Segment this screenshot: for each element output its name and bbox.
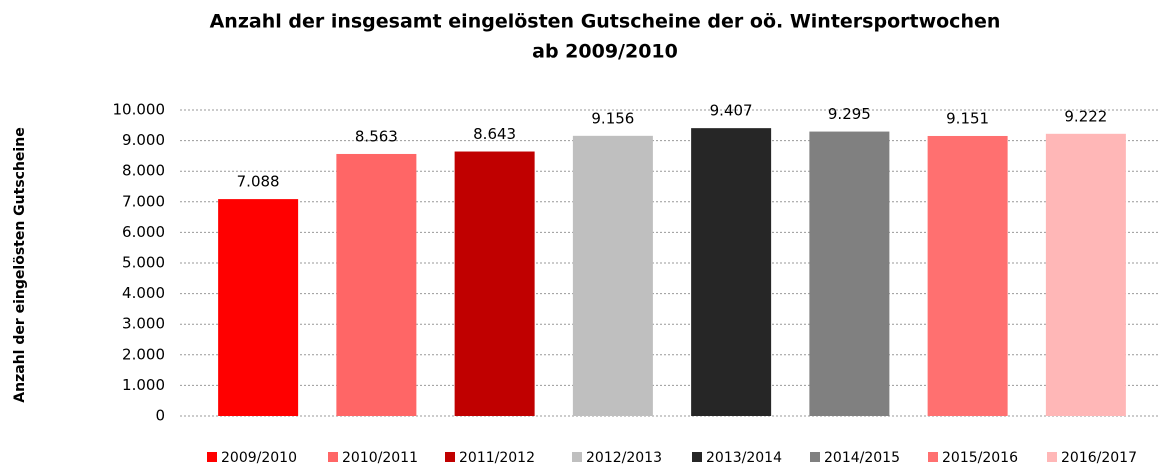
- data-label: 9.156: [591, 109, 634, 127]
- legend-swatch: [445, 452, 455, 462]
- bar: [572, 135, 653, 416]
- legend-swatch: [928, 452, 938, 462]
- bar: [454, 151, 535, 416]
- legend-label: 2012/2013: [586, 450, 662, 466]
- y-tick-label: 9.000: [122, 131, 165, 149]
- bar: [218, 199, 299, 416]
- y-tick-label: 1.000: [122, 376, 165, 394]
- y-tick-label: 0: [155, 407, 165, 425]
- legend-swatch: [572, 452, 582, 462]
- y-tick-label: 4.000: [122, 284, 165, 302]
- chart-title: Anzahl der insgesamt eingelösten Gutsche…: [210, 11, 1001, 33]
- data-label: 8.643: [473, 125, 516, 143]
- legend-swatch: [810, 452, 820, 462]
- bar: [336, 153, 417, 416]
- y-tick-label: 8.000: [122, 162, 165, 180]
- data-label: 7.088: [237, 173, 280, 191]
- bar: [927, 135, 1008, 416]
- y-tick-label: 7.000: [122, 192, 165, 210]
- legend-swatch: [1047, 452, 1057, 462]
- data-label: 9.151: [946, 109, 989, 127]
- legend-label: 2013/2014: [706, 450, 782, 466]
- data-label: 9.407: [710, 102, 753, 120]
- data-label: 8.563: [355, 127, 398, 145]
- bar: [1045, 133, 1126, 416]
- legend-swatch: [207, 452, 217, 462]
- y-tick-label: 5.000: [122, 254, 165, 272]
- data-label: 9.222: [1064, 107, 1107, 125]
- y-axis-label: Anzahl der eingelösten Gutscheine: [12, 127, 28, 402]
- legend-swatch: [692, 452, 702, 462]
- bar: [691, 128, 772, 416]
- legend-swatch: [328, 452, 338, 462]
- y-tick-label: 2.000: [122, 345, 165, 363]
- y-tick-label: 3.000: [122, 315, 165, 333]
- bar: [809, 131, 890, 416]
- legend-label: 2016/2017: [1061, 450, 1137, 466]
- data-label: 9.295: [828, 105, 871, 123]
- legend-label: 2009/2010: [221, 450, 297, 466]
- legend-label: 2011/2012: [459, 450, 535, 466]
- chart-title: ab 2009/2010: [532, 41, 678, 63]
- legend-label: 2010/2011: [342, 450, 418, 466]
- legend-label: 2015/2016: [942, 450, 1018, 466]
- legend-label: 2014/2015: [824, 450, 900, 466]
- y-tick-label: 10.000: [113, 101, 166, 119]
- y-tick-label: 6.000: [122, 223, 165, 241]
